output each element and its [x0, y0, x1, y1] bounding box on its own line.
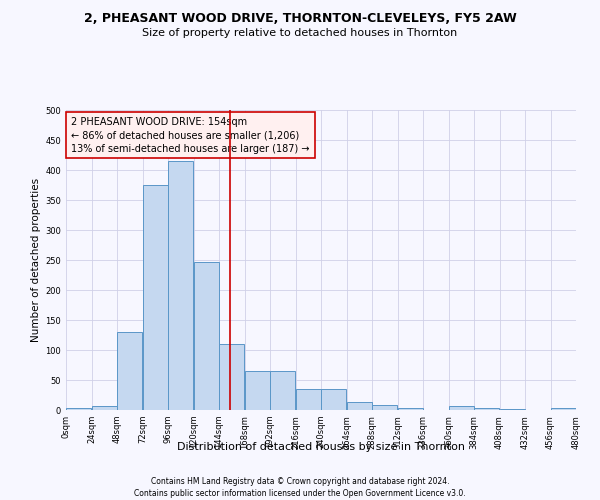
Bar [194, 262, 218, 410]
Bar [143, 185, 167, 410]
Text: Size of property relative to detached houses in Thornton: Size of property relative to detached ho… [142, 28, 458, 38]
Text: 2, PHEASANT WOOD DRIVE, THORNTON-CLEVELEYS, FY5 2AW: 2, PHEASANT WOOD DRIVE, THORNTON-CLEVELE… [83, 12, 517, 26]
Bar [551, 408, 575, 410]
Bar [67, 408, 91, 410]
Bar [220, 344, 244, 410]
Bar [296, 389, 320, 410]
Y-axis label: Number of detached properties: Number of detached properties [31, 178, 41, 342]
Bar [373, 404, 397, 410]
Text: Contains public sector information licensed under the Open Government Licence v3: Contains public sector information licen… [134, 489, 466, 498]
Text: Distribution of detached houses by size in Thornton: Distribution of detached houses by size … [177, 442, 465, 452]
Bar [322, 389, 346, 410]
Bar [271, 371, 295, 410]
Text: 2 PHEASANT WOOD DRIVE: 154sqm
← 86% of detached houses are smaller (1,206)
13% o: 2 PHEASANT WOOD DRIVE: 154sqm ← 86% of d… [71, 117, 310, 154]
Bar [475, 408, 499, 410]
Bar [449, 406, 473, 410]
Text: Contains HM Land Registry data © Crown copyright and database right 2024.: Contains HM Land Registry data © Crown c… [151, 478, 449, 486]
Bar [245, 371, 269, 410]
Bar [118, 332, 142, 410]
Bar [347, 402, 371, 410]
Bar [92, 406, 116, 410]
Bar [169, 161, 193, 410]
Bar [398, 408, 422, 410]
